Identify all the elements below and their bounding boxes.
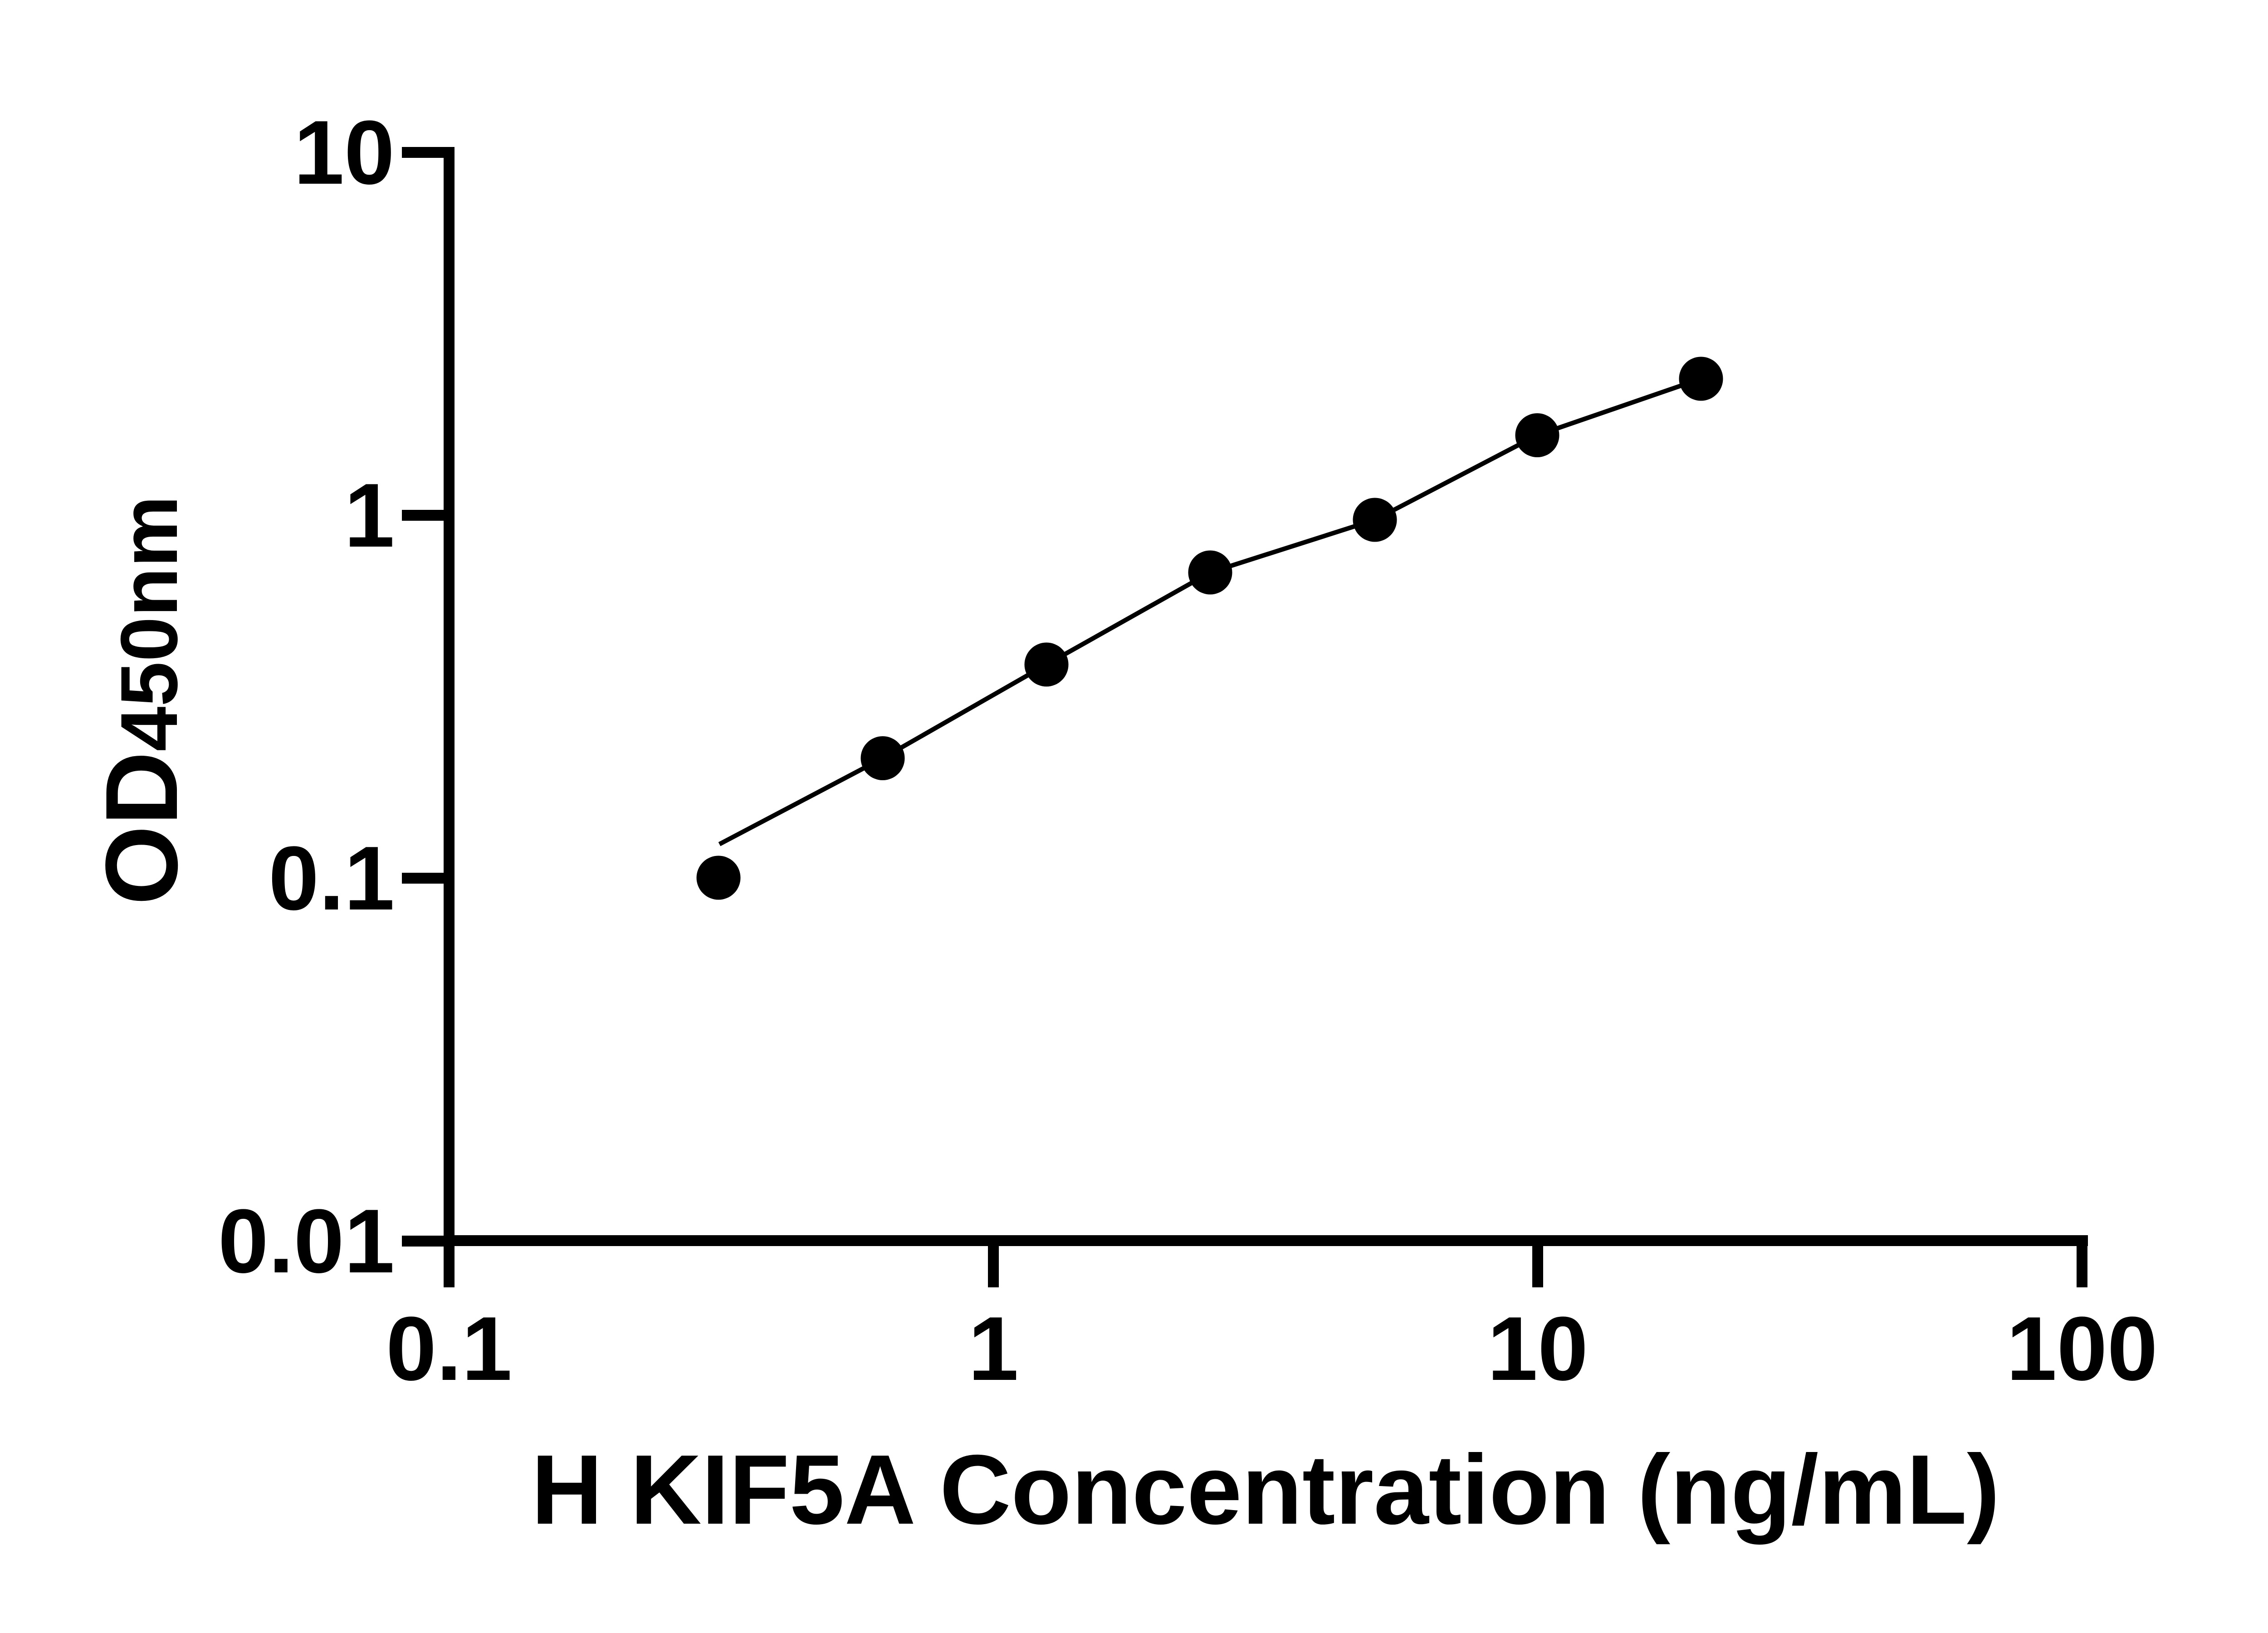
svg-text:0.1: 0.1 (386, 1298, 512, 1399)
svg-text:1: 1 (968, 1298, 1018, 1399)
svg-text:100: 100 (2006, 1298, 2158, 1399)
svg-text:0.01: 0.01 (218, 1191, 395, 1292)
svg-text:0.1: 0.1 (269, 828, 395, 929)
svg-text:H KIF5A Concentration (ng/mL): H KIF5A Concentration (ng/mL) (531, 1435, 2000, 1545)
svg-text:10: 10 (294, 102, 395, 203)
svg-text:OD450nm: OD450nm (84, 496, 199, 905)
svg-text:1: 1 (344, 465, 395, 566)
svg-text:10: 10 (1487, 1298, 1588, 1399)
